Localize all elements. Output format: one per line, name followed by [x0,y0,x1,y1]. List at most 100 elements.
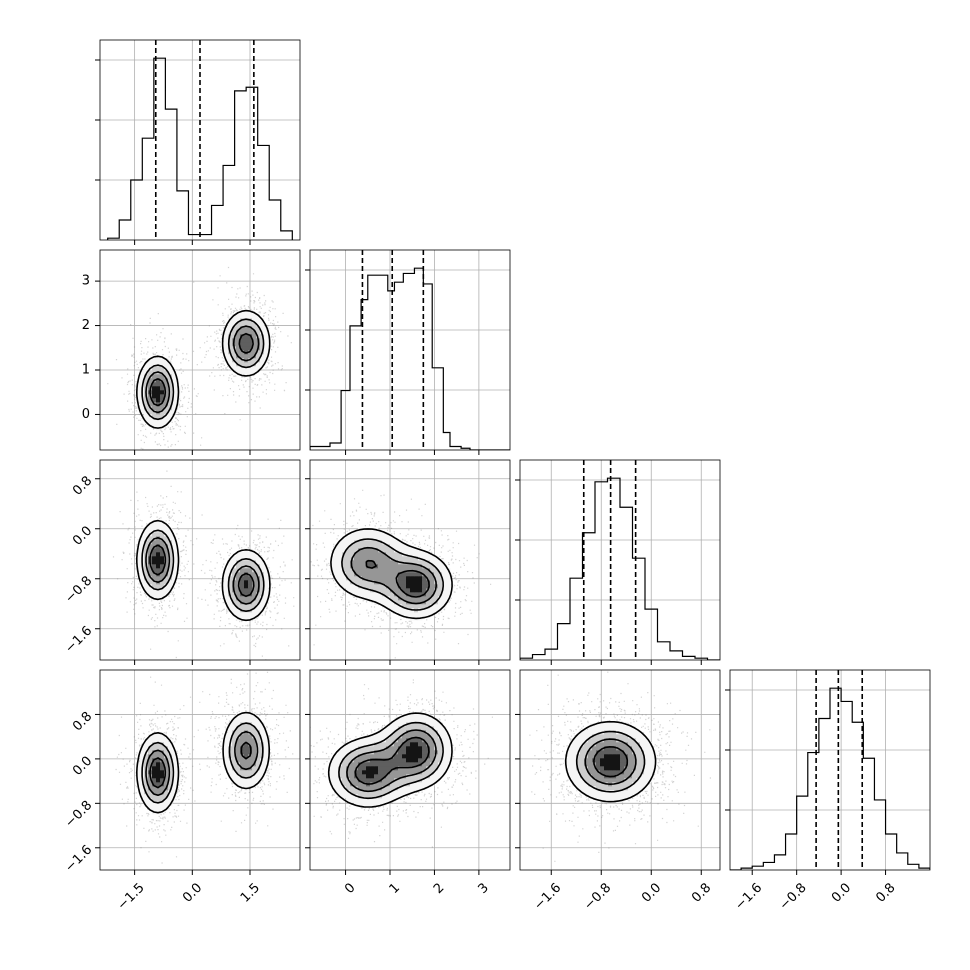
density-cell [414,734,419,739]
density-cell [628,770,633,775]
density-cell [568,762,573,767]
density-cell [240,330,245,335]
density-cell [628,754,633,759]
density-cell [260,338,265,343]
density-cell [620,726,625,731]
density-cell [422,758,427,763]
density-cell [152,422,157,427]
density-cell [164,802,169,807]
density-cell [588,770,593,775]
density-cell [236,314,241,319]
density-cell [410,612,415,617]
density-cell [430,778,435,783]
density-cell [418,718,423,723]
density-cell [334,778,339,783]
density-cell [248,778,253,783]
density-cell [394,556,399,561]
density-cell [228,734,233,739]
density-cell [584,758,589,763]
density-cell [252,750,257,755]
density-cell [252,338,257,343]
density-cell [236,600,241,605]
density-cell [426,600,431,605]
density-cell [430,596,435,601]
density-cell [338,556,343,561]
density-cell [426,584,431,589]
density-cell [382,798,387,803]
density-cell [592,794,597,799]
density-cell [406,548,411,553]
density-cell [442,758,447,763]
density-cell [628,786,633,791]
density-cell [410,560,415,565]
density-cell [418,588,423,593]
density-cell [172,382,177,387]
density-cell [240,588,245,593]
density-cell [260,560,265,565]
density-cell [236,746,241,751]
density-cell [430,556,435,561]
density-cell [410,714,415,719]
density-cell [160,786,165,791]
density-cell [398,742,403,747]
density-cell [346,770,351,775]
density-cell [378,762,383,767]
density-cell [354,556,359,561]
density-cell [264,754,269,759]
density-cell [410,758,415,763]
density-cell [156,374,161,379]
density-cell [350,588,355,593]
density-cell [148,422,153,427]
density-cell [228,588,233,593]
density-cell [414,560,419,565]
density-cell [596,766,601,771]
y-tick-label: 1 [82,363,90,378]
density-cell [342,762,347,767]
density-cell [172,750,177,755]
density-cell [600,750,605,755]
density-cell [442,596,447,601]
density-cell [240,770,245,775]
density-cell [382,548,387,553]
density-cell [386,584,391,589]
density-cell [256,362,261,367]
density-cell [164,524,169,529]
density-cell [390,762,395,767]
density-cell [366,552,371,557]
density-cell [236,604,241,609]
density-cell [248,718,253,723]
density-cell [358,556,363,561]
density-cell [236,564,241,569]
density-cell [390,572,395,577]
density-cell [350,786,355,791]
density-cell [636,758,641,763]
density-cell [160,806,165,811]
density-cell [422,762,427,767]
density-cell [438,568,443,573]
density-cell [616,786,621,791]
density-cell [406,552,411,557]
density-cell [152,762,157,767]
density-cell [422,576,427,581]
density-cell [148,536,153,541]
density-cell [580,730,585,735]
density-cell [382,746,387,751]
density-cell [168,398,173,403]
density-cell [414,592,419,597]
density-cell [338,750,343,755]
density-cell [410,564,415,569]
density-cell [422,782,427,787]
density-cell [652,762,657,767]
density-cell [418,766,423,771]
density-cell [612,770,617,775]
density-cell [338,544,343,549]
density-cell [624,730,629,735]
density-cell [600,790,605,795]
density-cell [378,742,383,747]
density-cell [252,576,257,581]
density-cell [334,572,339,577]
density-cell [160,770,165,775]
density-cell [168,402,173,407]
density-panel-2-3 [515,669,721,875]
density-cell [394,608,399,613]
